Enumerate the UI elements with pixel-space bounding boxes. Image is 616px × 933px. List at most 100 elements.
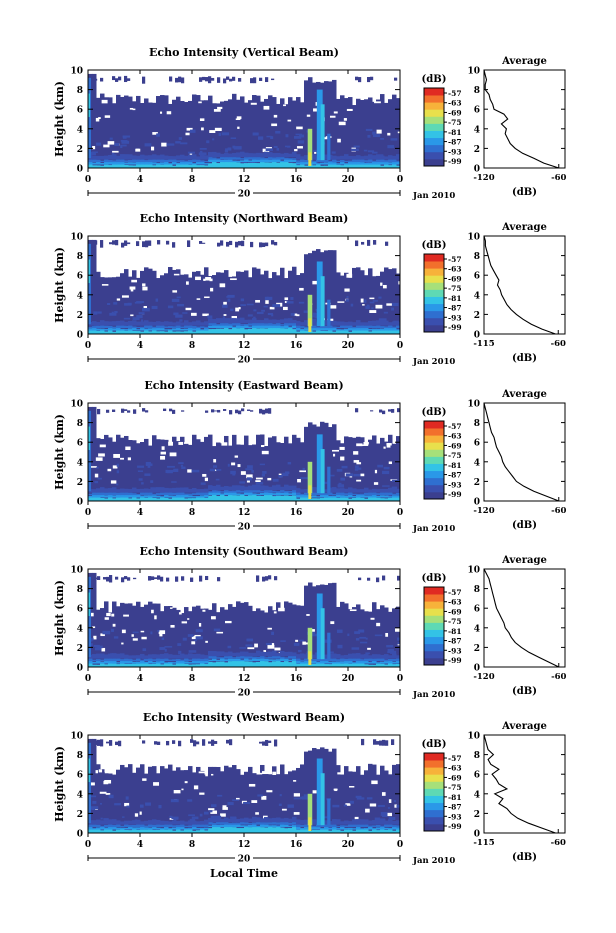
echo-speckle [341, 465, 348, 469]
y-tick-label: 4 [77, 624, 83, 634]
echo-gap [187, 469, 192, 473]
boundary-layer [104, 827, 109, 830]
echo-gap [297, 478, 301, 483]
boundary-layer [332, 828, 337, 833]
boundary-layer [168, 659, 173, 662]
echo-speckle [252, 132, 259, 136]
boundary-layer [160, 828, 165, 833]
boundary-layer [268, 822, 273, 825]
edge-echo-core [88, 93, 90, 118]
upper-echo [187, 240, 191, 248]
echo-column [168, 103, 173, 168]
boundary-layer [392, 327, 397, 331]
upper-echo [157, 575, 161, 580]
echo-gap [217, 106, 223, 110]
echo-speckle [354, 631, 361, 634]
boundary-layer [124, 494, 129, 498]
echo-gap [255, 812, 259, 815]
echo-speckle [272, 478, 279, 482]
boundary-layer [140, 829, 145, 833]
boundary-layer [372, 654, 377, 659]
boundary-layer [148, 820, 153, 825]
echo-column [340, 275, 345, 334]
boundary-layer [352, 824, 357, 828]
colorbar-tick-label: -57 [448, 255, 462, 264]
boundary-layer [156, 162, 161, 165]
upper-echo [94, 78, 98, 81]
colorbar-tick-label: -75 [448, 617, 462, 626]
echo-speckle [166, 465, 175, 468]
boundary-layer [312, 663, 317, 667]
boundary-layer [184, 661, 189, 664]
echo-column [292, 770, 297, 833]
echo-column [124, 95, 129, 168]
boundary-layer [92, 159, 97, 163]
boundary-layer [92, 165, 97, 168]
echo-column [284, 278, 289, 334]
boundary-layer [200, 824, 205, 828]
boundary-layer [340, 497, 345, 501]
boundary-layer [276, 659, 281, 662]
colorbar-segment [424, 435, 444, 443]
boundary-layer [252, 662, 257, 667]
boundary-layer [324, 654, 329, 659]
echo-speckle [213, 628, 221, 632]
boundary-layer [208, 329, 213, 334]
boundary-layer [128, 498, 133, 501]
boundary-layer [364, 155, 369, 160]
x-tick-label: 20 [342, 840, 355, 850]
boundary-layer [192, 823, 197, 828]
echo-gap [283, 104, 286, 107]
echo-column [216, 766, 221, 833]
echo-column [176, 96, 181, 168]
boundary-layer [364, 160, 369, 163]
echo-gap [299, 287, 304, 291]
boundary-layer [236, 822, 241, 825]
boundary-layer [260, 320, 265, 324]
y-tick-label: 4 [77, 291, 83, 301]
echo-column [380, 765, 385, 833]
echo-column [220, 443, 225, 501]
y-tick-label: 4 [77, 458, 83, 468]
boundary-layer [304, 326, 309, 329]
y-tick-label: 10 [70, 67, 83, 77]
echo-gap [95, 117, 100, 122]
echo-column [112, 277, 117, 334]
upper-echo [274, 241, 278, 246]
boundary-layer [204, 488, 209, 493]
boundary-layer [124, 491, 129, 496]
boundary-layer [172, 664, 177, 667]
boundary-layer [228, 494, 233, 501]
boundary-layer [152, 154, 157, 160]
profile-y-tick-label: 0 [474, 830, 480, 840]
echo-gap [154, 615, 157, 620]
boundary-layer [160, 325, 165, 329]
boundary-layer [196, 156, 201, 160]
echo-speckle [102, 630, 111, 635]
echo-column [268, 774, 273, 833]
upper-echo [241, 240, 245, 247]
boundary-layer [264, 494, 269, 501]
echo-gap [98, 117, 101, 119]
upper-echo [379, 740, 383, 746]
echo-column [244, 102, 249, 168]
echo-speckle [253, 309, 257, 312]
panel-title: Echo Intensity (Westward Beam) [143, 711, 345, 724]
boundary-layer [304, 489, 309, 493]
boundary-layer [168, 823, 173, 828]
echo-speckle [100, 817, 103, 820]
boundary-layer [132, 661, 137, 664]
profile-title: Average [501, 222, 547, 233]
boundary-layer [248, 319, 253, 324]
echo-gap [376, 622, 381, 627]
boundary-layer [140, 660, 145, 664]
echo-speckle [240, 304, 246, 307]
boundary-layer [220, 657, 225, 659]
echo-speckle [155, 298, 159, 302]
boundary-layer [152, 158, 157, 163]
boundary-layer [188, 662, 193, 664]
boundary-layer [228, 818, 233, 823]
boundary-layer [192, 163, 197, 165]
boundary-layer [112, 819, 117, 825]
boundary-layer [228, 823, 233, 828]
